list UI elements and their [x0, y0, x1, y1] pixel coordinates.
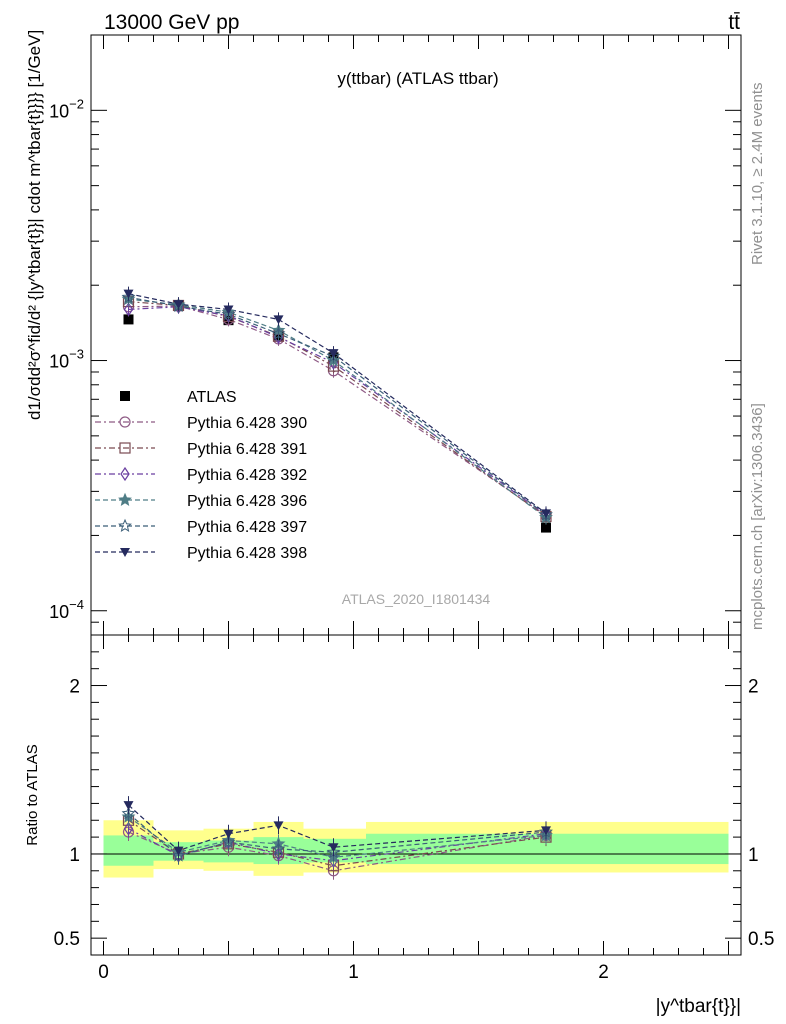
ratio-y-tick-label-right: 0.5	[748, 929, 774, 950]
ratio-series-line	[128, 831, 547, 872]
ratio-data-point	[541, 826, 551, 836]
legend-marker	[120, 391, 130, 401]
ratio-y-tick-label: 2	[69, 677, 80, 698]
legend-marker	[118, 518, 132, 532]
main-series-line	[128, 298, 547, 518]
legend-label: Pythia 6.428 392	[187, 467, 307, 484]
main-data-point	[123, 314, 134, 325]
legend-marker	[119, 442, 131, 454]
main-panel: y(ttbar) (ATLAS ttbar) ATLAS_2020_I18014…	[25, 30, 742, 636]
legend-label: Pythia 6.428 398	[187, 545, 307, 562]
ratio-y-tick-label-right: 1	[748, 845, 759, 866]
main-series-markers	[121, 286, 553, 533]
legend-label: Pythia 6.428 397	[187, 519, 307, 536]
ratio-axis-ticks	[91, 635, 741, 955]
main-y-tick-label: 10−4	[49, 597, 84, 622]
main-data-point	[221, 307, 236, 321]
ratio-y-axis-label: Ratio to ATLAS	[24, 744, 41, 845]
x-tick-label: 0	[98, 962, 109, 983]
main-data-point	[123, 289, 134, 299]
main-series-line	[128, 293, 547, 514]
main-series-line	[128, 305, 547, 517]
main-data-point	[541, 509, 551, 519]
main-y-tick-label: 10−2	[49, 96, 84, 121]
header-left-label: 13000 GeV pp	[104, 11, 239, 34]
x-tick-label: 1	[348, 962, 359, 983]
ratio-series-lines	[128, 804, 547, 872]
ratio-data-point	[271, 841, 286, 855]
main-data-point	[271, 326, 286, 340]
ratio-y-tick-label: 0.5	[54, 929, 80, 950]
main-data-point	[328, 349, 339, 359]
main-series-line	[128, 296, 547, 516]
ratio-x-tick-labels: 0 1 2	[98, 962, 609, 983]
ratio-data-point	[173, 846, 184, 856]
main-data-point	[273, 315, 284, 325]
ratio-series-line	[128, 828, 547, 862]
legend-label: ATLAS	[187, 389, 237, 406]
ratio-series-line	[128, 819, 547, 867]
legend-label: Pythia 6.428 396	[187, 493, 307, 510]
ratio-series-markers	[121, 796, 553, 880]
x-axis-label: |y^tbar{t}}|	[656, 996, 741, 1017]
ratio-data-point	[221, 834, 236, 849]
main-data-point	[223, 305, 234, 315]
ratio-panel: 0.5 0.5 1 1 2 2 0 1 2 Ratio to ATLAS |y^tbar{t}…	[24, 634, 775, 1017]
ratio-data-point	[123, 801, 134, 811]
header-right-label: tt̄	[728, 11, 740, 34]
ratio-series-line	[128, 813, 547, 857]
ratio-data-point	[223, 829, 234, 839]
main-y-tick-label: 10−3	[49, 347, 84, 372]
ratio-uncertainty-bands	[103, 820, 729, 878]
legend-marker	[120, 466, 130, 482]
main-series-line	[128, 306, 547, 516]
legend-marker	[119, 416, 131, 428]
analysis-watermark: ATLAS_2020_I1801434	[342, 591, 491, 607]
ratio-data-point	[273, 821, 284, 831]
main-data-point	[173, 300, 184, 310]
legend-label: Pythia 6.428 391	[187, 441, 307, 458]
main-y-tick-labels: 10−2 10−3 10−4	[49, 96, 84, 621]
legend-marker	[118, 492, 132, 506]
ratio-series-line	[128, 816, 547, 858]
main-series-line	[128, 301, 547, 518]
ratio-y-tick-label-right: 2	[748, 677, 759, 698]
legend: ATLAS Pythia 6.428 390 Pythia 6.428 391 Pyt…	[95, 389, 307, 562]
main-series-lines	[128, 293, 547, 518]
ratio-y-tick-labels: 0.5 0.5 1 1 2 2	[54, 677, 775, 951]
legend-label: Pythia 6.428 390	[187, 415, 307, 432]
ratio-data-point	[123, 821, 134, 836]
x-tick-label: 2	[598, 962, 609, 983]
rivet-version-label: Rivet 3.1.10, ≥ 2.4M events	[749, 83, 766, 266]
ratio-data-point	[121, 806, 136, 820]
main-data-point	[123, 302, 134, 317]
main-axis-ticks	[91, 34, 741, 636]
ratio-series-line	[128, 804, 547, 852]
main-plot-title: y(ttbar) (ATLAS ttbar)	[337, 69, 498, 88]
ratio-plot-frame	[90, 634, 742, 956]
legend-marker	[120, 548, 130, 557]
ratio-y-tick-label: 1	[69, 845, 80, 866]
main-y-axis-label: d1/σdd²σ^fid/d² {|y^tbar{t}}| cdot m^tba…	[25, 30, 44, 420]
ratio-inner-band	[303, 838, 366, 863]
ratio-data-point	[328, 843, 339, 853]
main-data-point	[541, 522, 551, 533]
mcplots-source-label: mcplots.cern.ch [arXiv:1306.3436]	[749, 403, 766, 630]
